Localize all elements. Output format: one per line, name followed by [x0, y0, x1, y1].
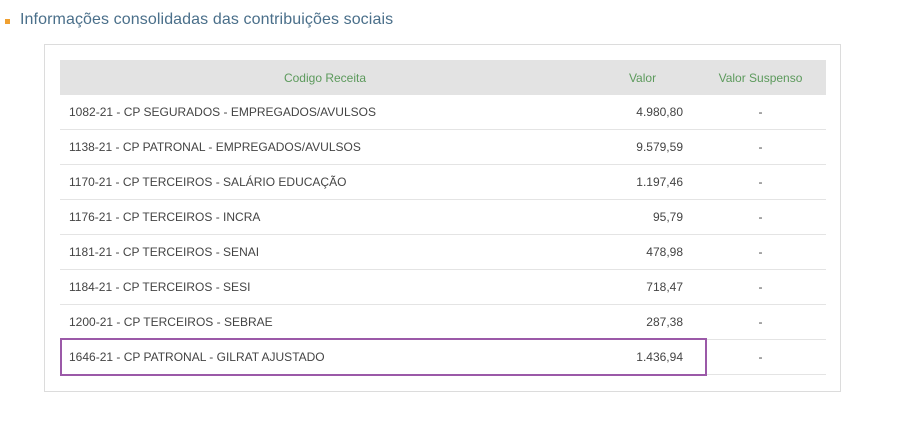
table-row: 1138-21 - CP PATRONAL - EMPREGADOS/AVULS… [60, 129, 826, 165]
cell-codigo-receita: 1200-21 - CP TERCEIROS - SEBRAE [60, 304, 590, 340]
cell-valor: 478,98 [590, 234, 695, 270]
cell-codigo-receita: 1646-21 - CP PATRONAL - GILRAT AJUSTADO [60, 339, 590, 375]
cell-valor: 287,38 [590, 304, 695, 340]
cell-valor-suspenso: - [695, 269, 826, 305]
table-header-row: Codigo Receita Valor Valor Suspenso [60, 60, 826, 95]
cell-valor-suspenso: - [695, 199, 826, 235]
cell-valor-suspenso: - [695, 95, 826, 130]
table-row: 1184-21 - CP TERCEIROS - SESI 718,47 - [60, 269, 826, 305]
cell-valor: 1.197,46 [590, 164, 695, 200]
table-row: 1082-21 - CP SEGURADOS - EMPREGADOS/AVUL… [60, 95, 826, 130]
contributions-panel: Codigo Receita Valor Valor Suspenso 1082… [44, 44, 841, 392]
section-title: Informações consolidadas das contribuiçõ… [20, 11, 394, 28]
cell-codigo-receita: 1138-21 - CP PATRONAL - EMPREGADOS/AVULS… [60, 129, 590, 165]
cell-valor-suspenso: - [695, 164, 826, 200]
cell-valor: 4.980,80 [590, 95, 695, 130]
table-row: 1176-21 - CP TERCEIROS - INCRA 95,79 - [60, 199, 826, 235]
cell-codigo-receita: 1082-21 - CP SEGURADOS - EMPREGADOS/AVUL… [60, 95, 590, 130]
cell-valor-suspenso: - [695, 339, 826, 375]
header-valor-suspenso: Valor Suspenso [695, 60, 826, 95]
section-header: Informações consolidadas das contribuiçõ… [5, 9, 393, 31]
header-valor: Valor [590, 60, 695, 95]
cell-valor: 718,47 [590, 269, 695, 305]
cell-codigo-receita: 1181-21 - CP TERCEIROS - SENAI [60, 234, 590, 270]
cell-valor: 95,79 [590, 199, 695, 235]
cell-valor-suspenso: - [695, 129, 826, 165]
bullet-icon [5, 18, 10, 24]
cell-valor-suspenso: - [695, 304, 826, 340]
cell-valor-suspenso: - [695, 234, 826, 270]
contributions-table: Codigo Receita Valor Valor Suspenso 1082… [60, 60, 826, 375]
highlight-box [60, 338, 707, 376]
table-row: 1170-21 - CP TERCEIROS - SALÁRIO EDUCAÇÃ… [60, 164, 826, 200]
cell-codigo-receita: 1176-21 - CP TERCEIROS - INCRA [60, 199, 590, 235]
header-codigo-receita: Codigo Receita [60, 60, 590, 95]
cell-valor: 9.579,59 [590, 129, 695, 165]
table-row: 1181-21 - CP TERCEIROS - SENAI 478,98 - [60, 234, 826, 270]
table-row: 1200-21 - CP TERCEIROS - SEBRAE 287,38 - [60, 304, 826, 340]
cell-codigo-receita: 1184-21 - CP TERCEIROS - SESI [60, 269, 590, 305]
cell-codigo-receita: 1170-21 - CP TERCEIROS - SALÁRIO EDUCAÇÃ… [60, 164, 590, 200]
